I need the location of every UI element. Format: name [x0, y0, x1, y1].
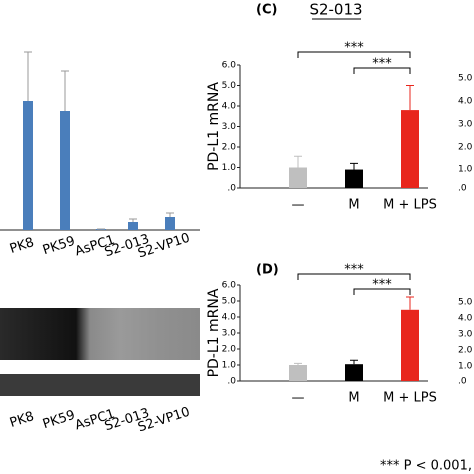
significance-bracket: [353, 288, 411, 295]
error-bar: [294, 155, 302, 168]
cropped-tick-label: 3.0: [458, 120, 473, 130]
error-bar: [61, 70, 69, 111]
significance-bracket: [353, 67, 411, 74]
error-bar: [294, 362, 302, 365]
bar: [401, 309, 419, 381]
y-tick-label: 3.0: [222, 329, 237, 339]
y-tick-label: 6.0: [222, 281, 237, 291]
cropped-tick-label: .0: [458, 377, 467, 387]
panel-label: (D): [256, 263, 279, 278]
y-tick-label: 5.0: [222, 297, 237, 307]
significance-bracket: [297, 273, 411, 280]
y-axis-label: PD-L1 mRNA: [206, 288, 222, 377]
cropped-tick-label: .0: [458, 184, 467, 194]
bar: [128, 222, 138, 230]
error-bar: [406, 296, 414, 310]
x-tick-label: M + LPS: [383, 391, 437, 406]
cropped-tick-label: 1.0: [458, 165, 473, 175]
blot-lane-label: PK59: [41, 408, 77, 432]
bar: [289, 167, 307, 188]
x-tick-label: M: [348, 391, 359, 406]
bar: [289, 365, 307, 381]
panel-label: (C): [256, 3, 277, 18]
footnote: *** P < 0.001,: [380, 459, 472, 474]
significance-bracket: [297, 51, 411, 58]
x-tick-label: PK8: [8, 235, 36, 257]
error-bar: [166, 212, 174, 217]
bar: [23, 101, 33, 230]
significance-label: ***: [372, 57, 392, 72]
x-tick-label: M + LPS: [383, 198, 437, 213]
y-tick-label: 2.0: [222, 345, 237, 355]
error-bar: [350, 162, 358, 170]
significance-label: ***: [344, 263, 364, 278]
significance-label: ***: [344, 41, 364, 56]
bar: [165, 217, 175, 230]
y-tick-label: 6.0: [222, 61, 237, 71]
error-bar: [406, 85, 414, 111]
bar: [401, 110, 419, 188]
bar: [345, 169, 363, 188]
y-tick-label: 4.0: [222, 313, 237, 323]
y-tick-label: 1.0: [222, 163, 237, 173]
cropped-tick-label: 2.0: [458, 346, 473, 356]
bar: [60, 111, 70, 230]
cropped-tick-label: 4.0: [458, 314, 473, 324]
y-axis-label: PD-L1 mRNA: [206, 82, 222, 171]
x-tick-label: —: [292, 391, 305, 406]
y-tick-label: 2.0: [222, 143, 237, 153]
bar: [345, 364, 363, 381]
error-bar: [24, 51, 32, 101]
significance-label: ***: [372, 278, 392, 293]
blot-band: [0, 308, 200, 360]
chart-title: S2-013: [309, 1, 362, 19]
cropped-tick-label: 3.0: [458, 330, 473, 340]
x-tick-label: PK59: [41, 234, 77, 258]
y-tick-label: .0: [227, 184, 236, 194]
y-tick-label: .0: [227, 377, 236, 387]
x-tick-label: M: [348, 198, 359, 213]
cropped-tick-label: 2.0: [458, 143, 473, 153]
blot-lane-label: PK8: [8, 409, 36, 431]
cropped-tick-label: 5.0: [458, 298, 473, 308]
cropped-tick-label: 1.0: [458, 362, 473, 372]
cropped-tick-label: 5.0: [458, 74, 473, 84]
y-tick-label: 3.0: [222, 122, 237, 132]
error-bar: [350, 359, 358, 365]
y-tick-label: 4.0: [222, 102, 237, 112]
y-tick-label: 5.0: [222, 81, 237, 91]
cropped-tick-label: 4.0: [458, 97, 473, 107]
y-tick-label: 1.0: [222, 361, 237, 371]
blot-loading-band: [0, 374, 200, 396]
error-bar: [129, 218, 137, 222]
x-tick-label: —: [292, 198, 305, 213]
